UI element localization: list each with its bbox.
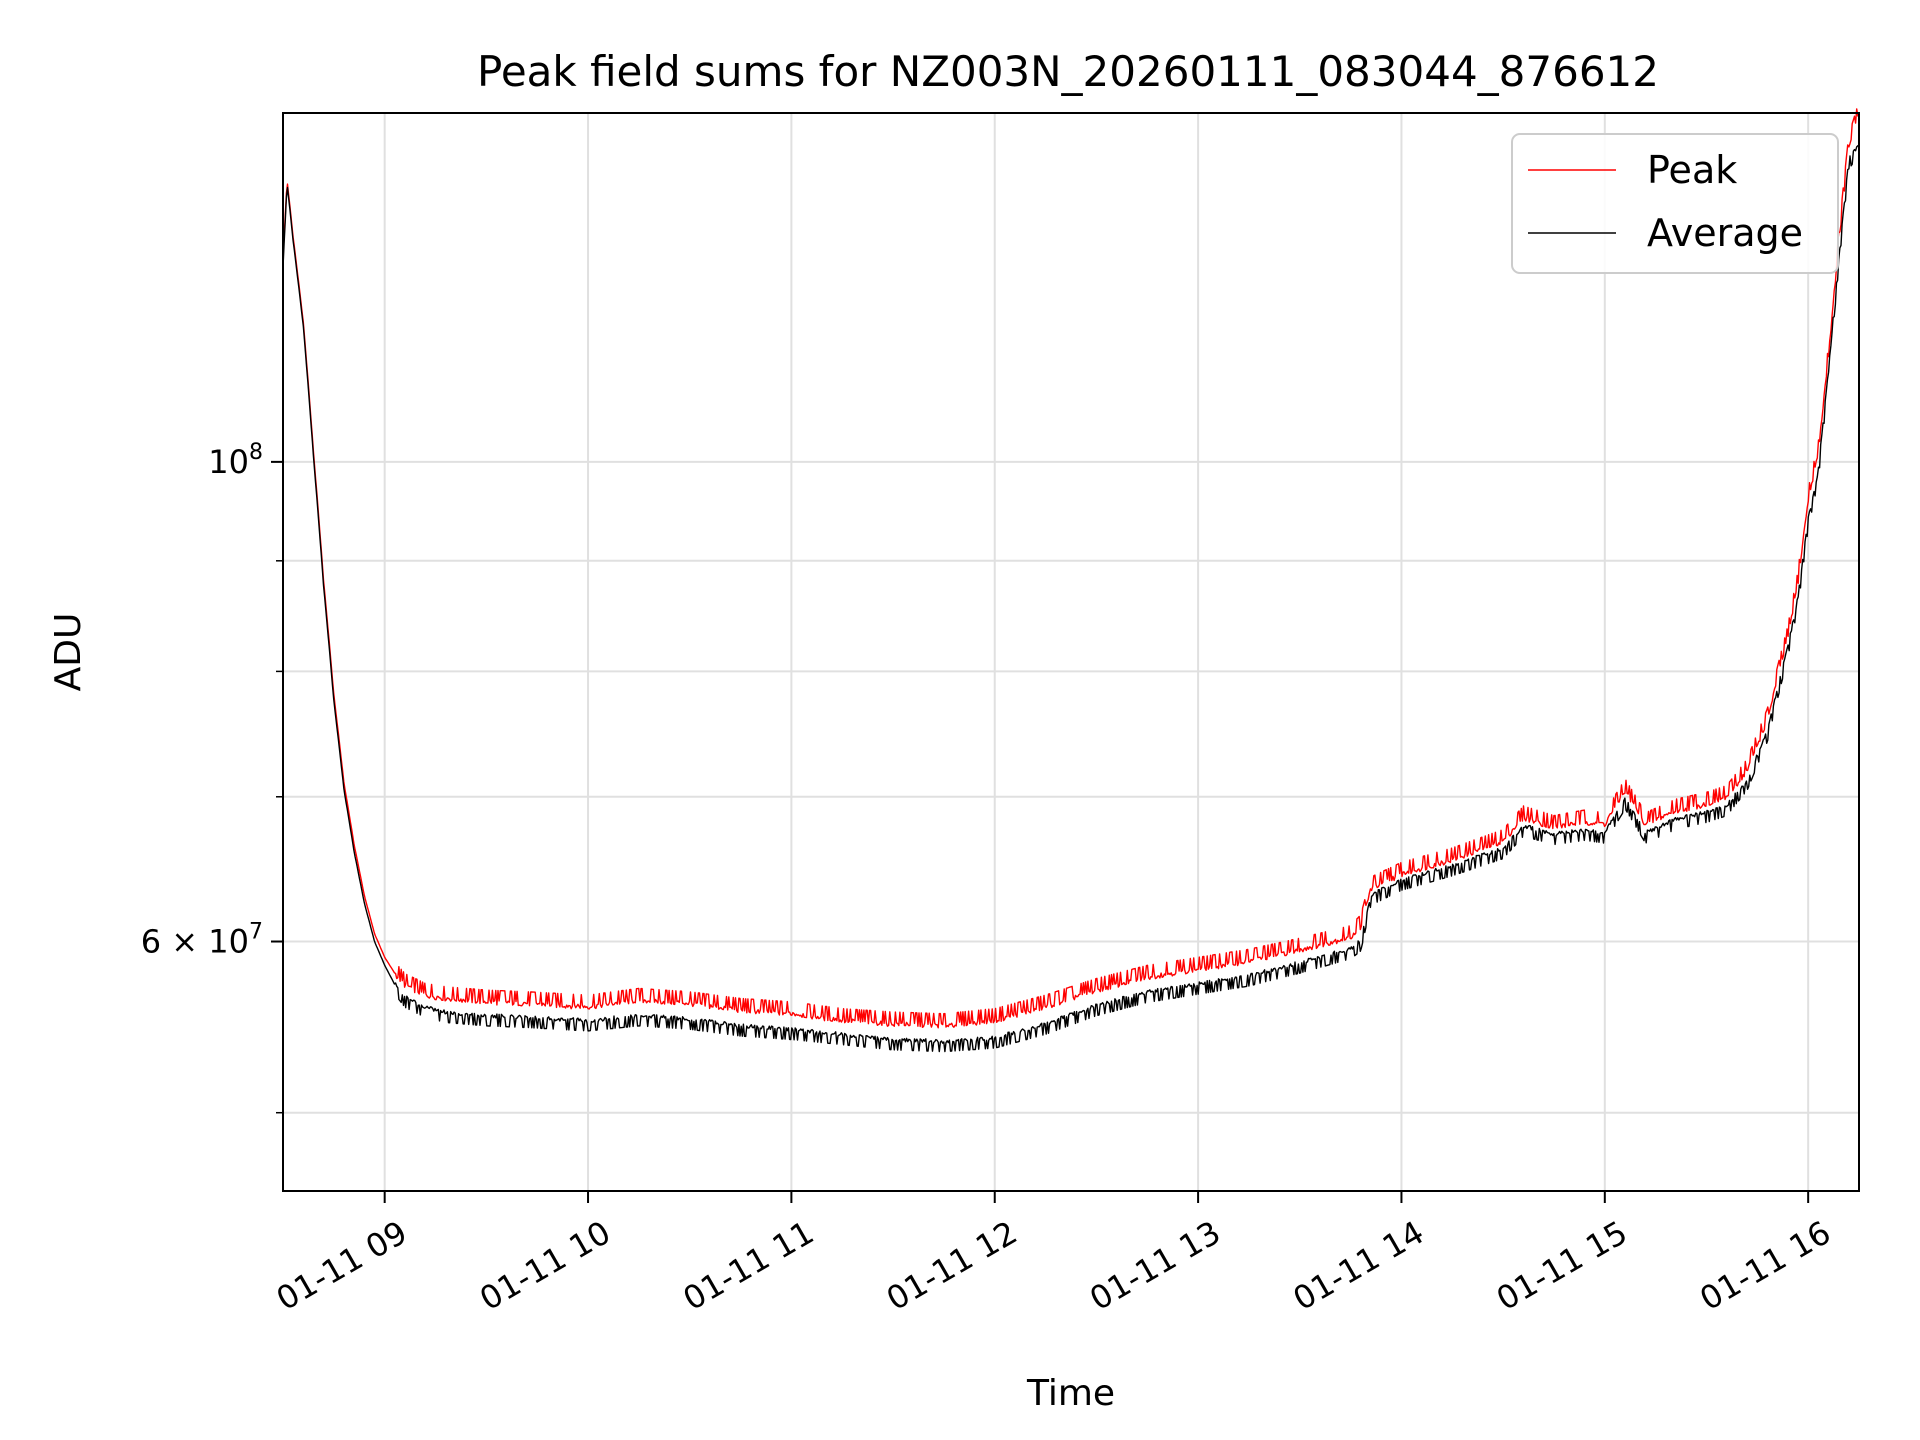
- legend-box: [1511, 133, 1839, 274]
- series-line-average: [282, 144, 1860, 1053]
- y-tick-label: 108: [208, 440, 263, 481]
- y-axis-label: ADU: [48, 613, 89, 692]
- series-line-peak: [282, 108, 1860, 1029]
- grid: [283, 113, 1859, 1191]
- legend-label-peak: Peak: [1647, 148, 1737, 192]
- y-tick-label: 6 × 107: [141, 920, 263, 961]
- x-axis-label: Time: [1026, 1373, 1115, 1414]
- series-layer: [282, 108, 1860, 1053]
- plot-frame: [282, 112, 1860, 1192]
- y-axis: 108 6 × 107: [141, 440, 283, 1114]
- legend-label-average: Average: [1647, 211, 1803, 255]
- plot-area: [283, 113, 1859, 1191]
- legend[interactable]: Peak Average: [1511, 133, 1839, 274]
- chart-title: Peak field sums for NZ003N_20260111_0830…: [477, 47, 1659, 96]
